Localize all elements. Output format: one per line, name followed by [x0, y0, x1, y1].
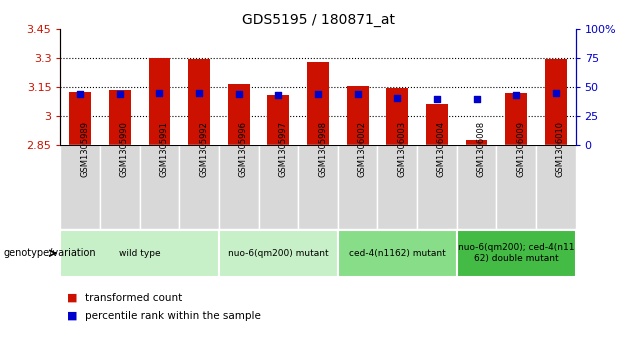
- Text: GSM1305996: GSM1305996: [238, 121, 248, 178]
- Text: GSM1306002: GSM1306002: [357, 121, 366, 178]
- Bar: [307, 62, 329, 145]
- Text: nuo-6(qm200) mutant: nuo-6(qm200) mutant: [228, 249, 329, 258]
- Bar: [69, 92, 91, 145]
- Point: [432, 96, 442, 102]
- Text: GSM1306009: GSM1306009: [516, 121, 525, 178]
- Text: percentile rank within the sample: percentile rank within the sample: [85, 311, 261, 321]
- Text: GSM1306004: GSM1306004: [437, 121, 446, 178]
- Bar: [100, 145, 140, 229]
- Bar: [347, 86, 368, 145]
- Text: ■: ■: [67, 293, 78, 303]
- Text: nuo-6(qm200); ced-4(n11
62) double mutant: nuo-6(qm200); ced-4(n11 62) double mutan…: [458, 244, 574, 263]
- Bar: [149, 58, 170, 145]
- Bar: [457, 145, 496, 229]
- Point: [75, 91, 85, 97]
- Bar: [140, 145, 179, 229]
- Bar: [338, 230, 457, 277]
- Point: [392, 95, 403, 101]
- Point: [194, 90, 204, 96]
- Text: GSM1306010: GSM1306010: [556, 121, 565, 178]
- Bar: [386, 87, 408, 145]
- Bar: [457, 230, 576, 277]
- Bar: [228, 83, 250, 145]
- Bar: [60, 230, 219, 277]
- Text: GSM1305991: GSM1305991: [160, 122, 169, 177]
- Point: [551, 90, 561, 96]
- Point: [114, 91, 125, 97]
- Bar: [466, 140, 487, 145]
- Bar: [60, 145, 100, 229]
- Title: GDS5195 / 180871_at: GDS5195 / 180871_at: [242, 13, 394, 26]
- Text: transformed count: transformed count: [85, 293, 182, 303]
- Bar: [219, 230, 338, 277]
- Text: GSM1306003: GSM1306003: [398, 121, 406, 178]
- Bar: [298, 145, 338, 229]
- Text: GSM1305989: GSM1305989: [80, 121, 89, 178]
- Text: ced-4(n1162) mutant: ced-4(n1162) mutant: [349, 249, 446, 258]
- Bar: [188, 60, 210, 145]
- Bar: [338, 145, 377, 229]
- Text: GSM1305998: GSM1305998: [318, 121, 327, 178]
- Text: GSM1305990: GSM1305990: [120, 122, 129, 177]
- Point: [511, 92, 522, 98]
- Bar: [259, 145, 298, 229]
- Text: GSM1305997: GSM1305997: [279, 121, 287, 178]
- Point: [471, 96, 481, 102]
- Text: wild type: wild type: [119, 249, 160, 258]
- Text: genotype/variation: genotype/variation: [3, 248, 96, 258]
- Text: GSM1306008: GSM1306008: [476, 121, 485, 178]
- Bar: [417, 145, 457, 229]
- Point: [352, 91, 363, 97]
- Bar: [545, 60, 567, 145]
- Bar: [377, 145, 417, 229]
- Text: GSM1305992: GSM1305992: [199, 122, 208, 177]
- Bar: [496, 145, 536, 229]
- Bar: [219, 145, 259, 229]
- Text: ■: ■: [67, 311, 78, 321]
- Bar: [179, 145, 219, 229]
- Point: [155, 90, 165, 96]
- Point: [273, 92, 284, 98]
- Bar: [426, 104, 448, 145]
- Point: [233, 91, 244, 97]
- Bar: [536, 145, 576, 229]
- Bar: [268, 95, 289, 145]
- Point: [313, 91, 323, 97]
- Bar: [505, 93, 527, 145]
- Bar: [109, 90, 131, 145]
